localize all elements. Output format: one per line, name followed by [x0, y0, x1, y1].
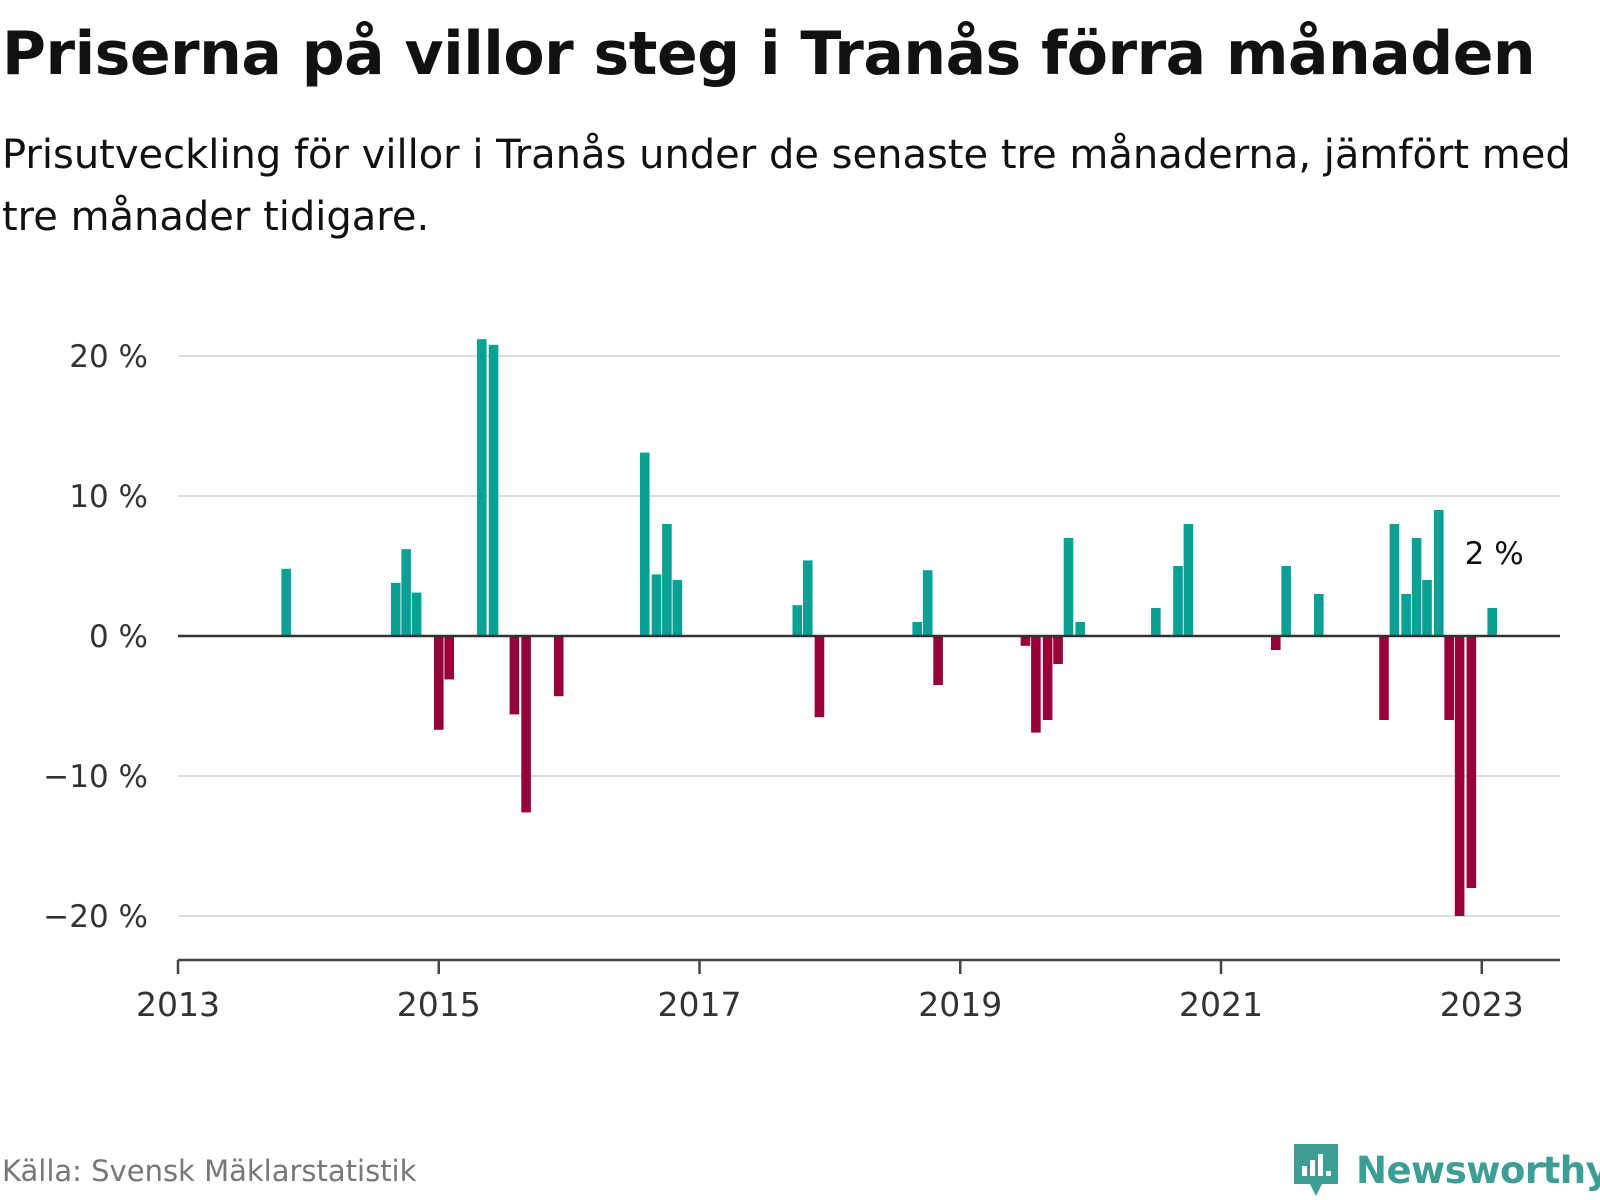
bar-positive: [1063, 538, 1074, 636]
bar-negative: [1454, 636, 1465, 916]
bar-positive: [1075, 622, 1086, 636]
bar-positive: [476, 339, 487, 636]
bar-positive: [1151, 608, 1161, 636]
bar-positive: [922, 570, 933, 636]
bar-positive: [488, 344, 499, 636]
bar-positive: [1183, 524, 1194, 636]
bar-positive: [401, 549, 411, 636]
latest-value-label: 2 %: [1465, 536, 1524, 572]
bar-negative: [1444, 636, 1454, 720]
bar-negative: [509, 636, 520, 715]
bar-negative: [521, 636, 531, 813]
bar-negative: [1053, 636, 1063, 664]
bar-positive: [1173, 566, 1183, 636]
bar-positive: [1422, 580, 1432, 636]
x-tick-label: 2015: [397, 985, 481, 1024]
bar-negative: [1466, 636, 1477, 888]
bar-negative: [433, 636, 444, 730]
bar-negative: [1379, 636, 1389, 720]
brand-logo[interactable]: Newsworthy: [1290, 1140, 1600, 1200]
bar-positive: [281, 568, 292, 636]
bar-positive: [1401, 594, 1411, 636]
y-tick-label: −20 %: [43, 899, 148, 935]
x-tick-label: 2023: [1440, 985, 1524, 1024]
bar-positive: [1281, 566, 1292, 636]
bars: [281, 339, 1498, 916]
bar-positive: [912, 622, 923, 636]
bar-positive: [390, 582, 401, 636]
y-tick-label: −10 %: [43, 759, 148, 795]
chart-subtitle: Prisutveckling för villor i Tranås under…: [2, 132, 1571, 240]
chart-title: Priserna på villor steg i Tranås förra m…: [2, 19, 1536, 89]
bar-negative: [933, 636, 943, 685]
bar-negative: [444, 636, 454, 680]
source-note: Källa: Svensk Mäklarstatistik: [2, 1154, 417, 1188]
y-tick-label: 20 %: [69, 339, 148, 375]
bar-positive: [1433, 510, 1444, 636]
x-tick-label: 2019: [918, 985, 1002, 1024]
bar-negative: [1270, 636, 1281, 650]
tick-labels: 20 % 10 % 0 % −10 % −20 % 2013 2015 2017 2019 202…: [43, 339, 1524, 1024]
bar-negative: [1031, 636, 1041, 733]
bar-positive: [651, 574, 662, 636]
bar-chart: 20 % 10 % 0 % −10 % −20 % 2013 2015 2017 2019 202…: [43, 339, 1560, 1024]
brand-name: Newsworthy: [1356, 1148, 1600, 1192]
bar-negative: [1020, 636, 1031, 646]
bar-negative: [814, 636, 825, 718]
newsworthy-logo-icon: [1294, 1144, 1338, 1196]
bar-positive: [662, 524, 672, 636]
x-tick-label: 2017: [658, 985, 742, 1024]
bar-positive: [411, 592, 422, 636]
gridlines: [178, 355, 1560, 917]
bar-positive: [639, 452, 650, 636]
bar-negative: [553, 636, 564, 697]
x-tick-label: 2013: [136, 985, 220, 1024]
bar-positive: [792, 605, 803, 636]
x-tick-label: 2021: [1179, 985, 1263, 1024]
bar-positive: [1389, 524, 1400, 636]
bar-positive: [802, 560, 813, 636]
bar-negative: [1042, 636, 1053, 720]
bar-positive: [672, 580, 683, 636]
bar-positive: [1314, 594, 1324, 636]
y-tick-label: 0 %: [89, 619, 148, 655]
axes: [176, 634, 1560, 974]
bar-positive: [1487, 608, 1498, 636]
y-tick-label: 10 %: [69, 479, 148, 515]
bar-positive: [1411, 538, 1422, 636]
